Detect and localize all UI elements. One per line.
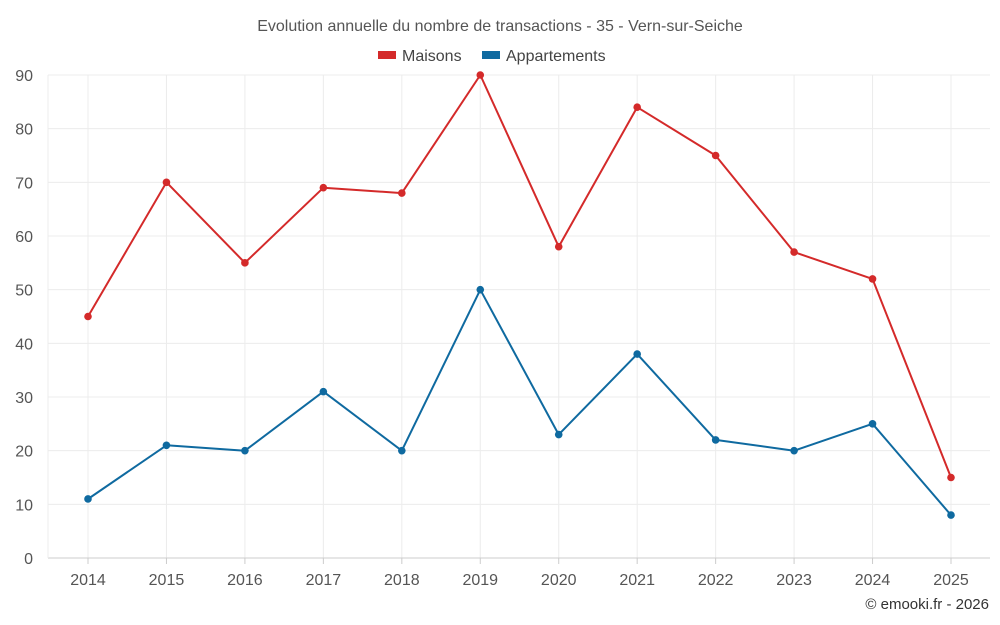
data-point-appartements[interactable] [947, 511, 955, 519]
y-tick-label: 70 [15, 175, 33, 192]
x-tick-label: 2023 [776, 572, 812, 589]
x-tick-label: 2014 [70, 572, 106, 589]
legend-swatch-maisons [378, 51, 396, 59]
x-tick-label: 2015 [149, 572, 185, 589]
data-point-maisons[interactable] [947, 473, 955, 482]
y-axis-ticks: 0 10 20 30 40 50 60 70 80 90 [15, 68, 33, 568]
grid [47, 74, 990, 559]
y-tick-label: 10 [15, 497, 33, 514]
series [84, 71, 955, 519]
data-point-appartements[interactable] [319, 387, 328, 396]
y-tick-label: 0 [24, 551, 33, 568]
data-point-maisons[interactable] [711, 151, 720, 160]
data-point-maisons[interactable] [790, 248, 798, 256]
data-point-maisons[interactable] [554, 242, 563, 251]
data-point-maisons[interactable] [162, 178, 171, 187]
data-point-maisons[interactable] [868, 275, 877, 283]
data-point-maisons[interactable] [84, 312, 92, 321]
x-tick-label: 2025 [933, 572, 969, 589]
chart-title: Evolution annuelle du nombre de transact… [257, 18, 743, 35]
y-tick-label: 20 [15, 444, 33, 461]
data-point-appartements[interactable] [633, 350, 641, 358]
legend: Maisons Appartements [378, 48, 606, 65]
y-tick-label: 80 [15, 122, 33, 139]
x-axis-ticks: 2014 2015 2016 2017 2018 2019 2020 2021 2022 2023… [70, 558, 969, 589]
series-line-maisons [87, 74, 952, 478]
data-point-appartements[interactable] [476, 285, 485, 294]
x-tick-label: 2022 [698, 572, 734, 589]
x-tick-label: 2021 [619, 572, 655, 589]
data-point-maisons[interactable] [241, 259, 249, 267]
x-tick-label: 2016 [227, 572, 263, 589]
y-tick-label: 30 [15, 390, 33, 407]
legend-label-maisons[interactable]: Maisons [402, 48, 462, 65]
data-point-appartements[interactable] [790, 446, 798, 455]
x-tick-label: 2018 [384, 572, 420, 589]
x-tick-label: 2020 [541, 572, 577, 589]
data-point-maisons[interactable] [398, 189, 406, 197]
data-point-appartements[interactable] [554, 430, 563, 439]
y-tick-label: 40 [15, 336, 33, 353]
data-point-maisons[interactable] [476, 71, 485, 79]
y-tick-label: 60 [15, 229, 33, 246]
series-line-appartements [87, 288, 952, 516]
data-point-appartements[interactable] [398, 446, 406, 455]
x-tick-label: 2024 [855, 572, 891, 589]
credit-text: © emooki.fr - 2026 [865, 596, 989, 613]
y-tick-label: 90 [15, 68, 33, 85]
data-point-maisons[interactable] [633, 103, 641, 111]
data-point-appartements[interactable] [84, 495, 92, 503]
x-tick-label: 2017 [306, 572, 342, 589]
data-point-appartements[interactable] [241, 446, 249, 455]
data-point-maisons[interactable] [319, 183, 328, 192]
x-tick-label: 2019 [462, 572, 498, 589]
data-point-appartements[interactable] [162, 441, 171, 450]
legend-swatch-appartements [482, 51, 500, 59]
data-point-appartements[interactable] [711, 436, 720, 444]
legend-label-appartements[interactable]: Appartements [506, 48, 606, 65]
data-point-appartements[interactable] [868, 420, 877, 428]
y-tick-label: 50 [15, 283, 33, 300]
